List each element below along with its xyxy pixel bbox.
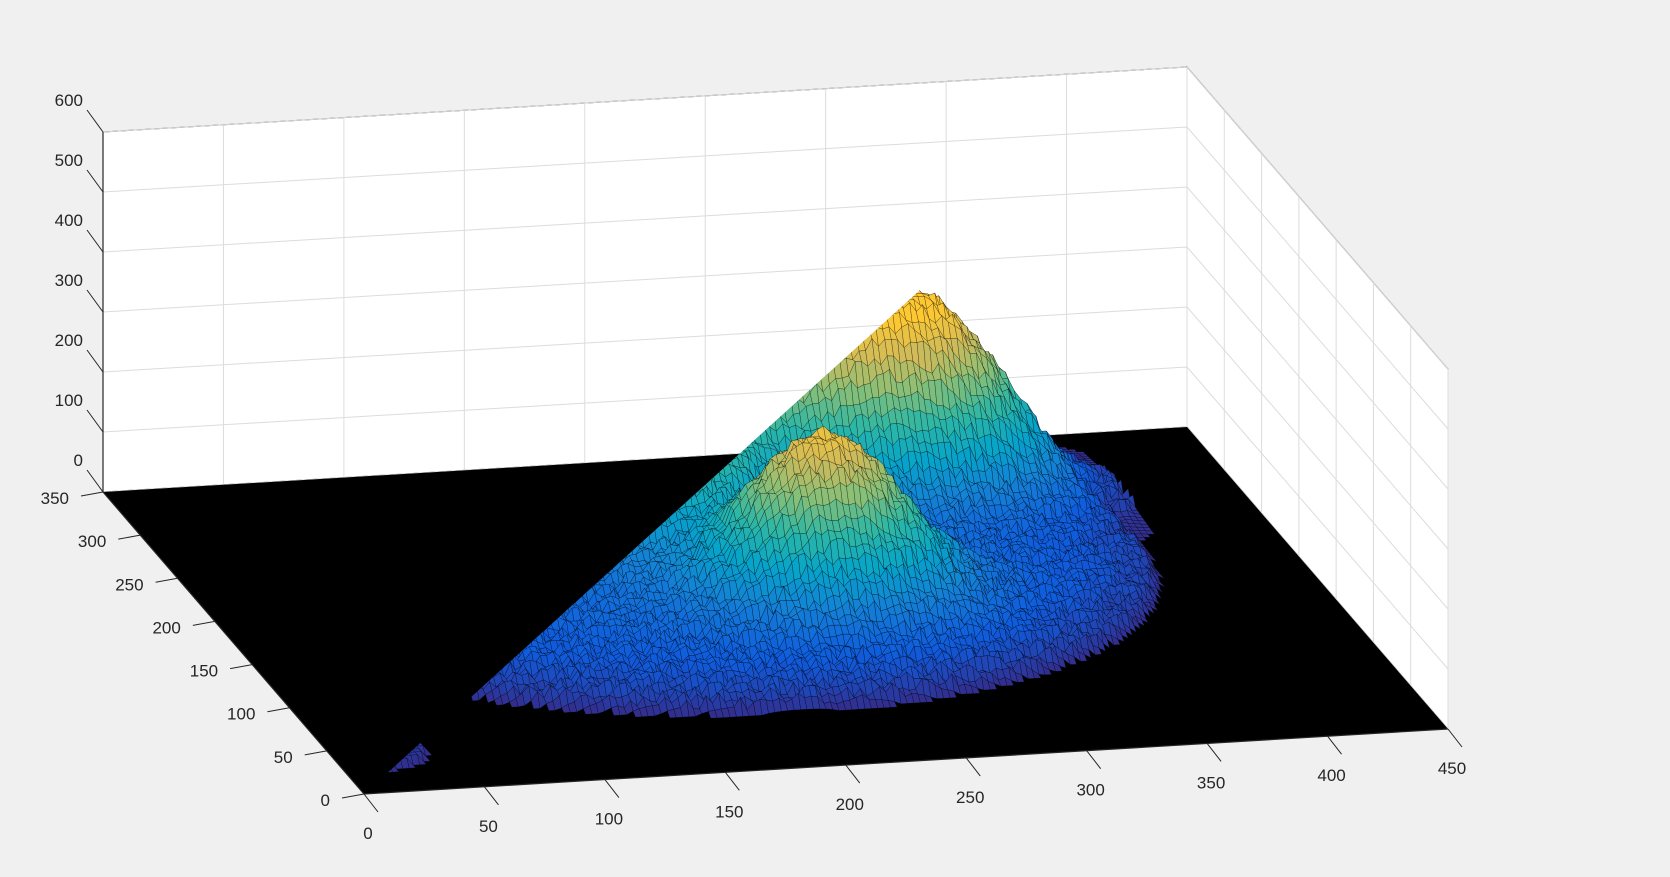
surface-plot: 0 50 100 150 200 250 300 350 400 4500501001502002… bbox=[41, 65, 1466, 843]
